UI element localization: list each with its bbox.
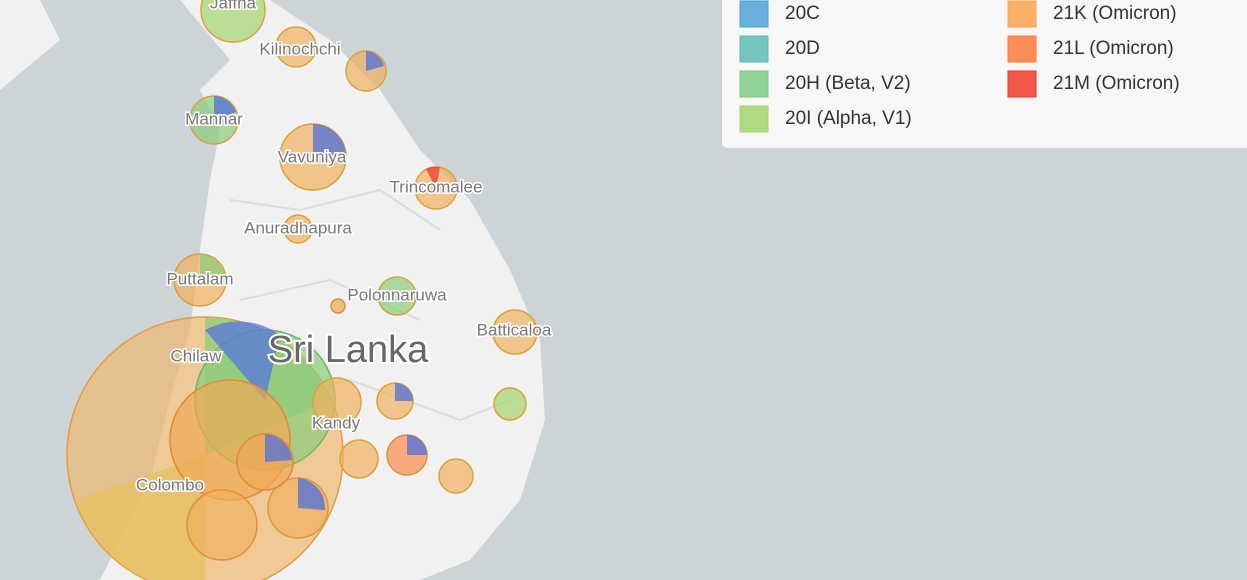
- legend-label: 21M (Omicron): [1053, 73, 1180, 94]
- pies: [66, 0, 538, 580]
- legend-label: 20I (Alpha, V1): [785, 108, 912, 129]
- place-label: Mannar: [185, 109, 243, 128]
- legend-swatch: [1007, 70, 1037, 98]
- legend-label: 21K (Omicron): [1053, 3, 1177, 24]
- legend-swatch: [739, 70, 769, 98]
- legend-label: 21L (Omicron): [1053, 38, 1174, 59]
- legend: 20C 20D 20H (Beta, V2) 20I (Alpha, V1) 21K (…: [739, 0, 1180, 133]
- legend-label: 20H (Beta, V2): [785, 73, 911, 94]
- place-label: Kilinochchi: [259, 39, 340, 58]
- place-label: Vavuniya: [278, 147, 347, 166]
- place-label: Puttalam: [166, 269, 233, 288]
- legend-swatch: [1007, 0, 1037, 28]
- legend-swatch: [739, 35, 769, 63]
- place-label: Polonnaruwa: [347, 285, 447, 304]
- land: [0, 0, 60, 90]
- place-label: Kandy: [312, 413, 361, 432]
- legend-swatch: [739, 0, 769, 28]
- legend-box: [722, 0, 1247, 148]
- legend-swatch: [739, 105, 769, 133]
- place-label: Batticaloa: [477, 320, 552, 339]
- place-labels: Jaffna Kilinochchi Mannar Vavuniya Trincomal…: [134, 0, 553, 496]
- place-label: Trincomalee: [390, 177, 483, 196]
- legend-label: 20C: [785, 3, 820, 24]
- legend-swatch: [1007, 35, 1037, 63]
- place-label: Colombo: [136, 475, 204, 494]
- place-label: Chilaw: [170, 346, 222, 365]
- place-label: Jaffna: [210, 0, 257, 12]
- country-label: Sri Lanka: [268, 329, 429, 371]
- legend-label: 20D: [785, 38, 820, 59]
- place-label: Anuradhapura: [244, 218, 352, 237]
